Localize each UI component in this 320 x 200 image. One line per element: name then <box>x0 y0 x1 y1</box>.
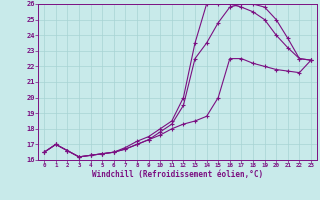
X-axis label: Windchill (Refroidissement éolien,°C): Windchill (Refroidissement éolien,°C) <box>92 170 263 179</box>
